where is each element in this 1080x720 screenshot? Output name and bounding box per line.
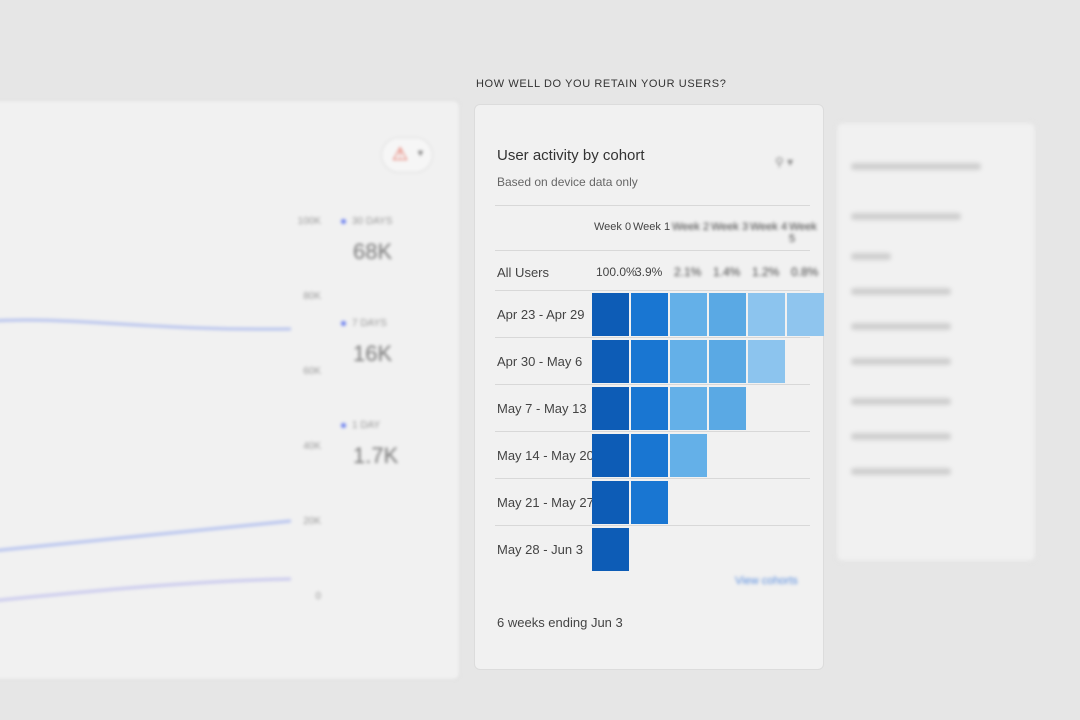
legend-label: 7 DAYS	[352, 318, 387, 329]
legend-dot	[341, 219, 346, 224]
cohort-cell[interactable]	[787, 293, 824, 336]
column-header: Week 2	[672, 221, 710, 233]
all-users-value: 3.9%	[635, 265, 663, 279]
cohort-cell[interactable]	[631, 293, 668, 336]
legend-item: 30 DAYS	[341, 216, 392, 227]
cohort-cell[interactable]	[592, 434, 629, 477]
series-line-7-days	[0, 519, 291, 552]
cohort-cell[interactable]	[631, 481, 668, 524]
cohort-row-label: Apr 23 - Apr 29	[497, 307, 585, 322]
cohort-row-label: May 14 - May 20	[497, 448, 594, 463]
column-header: Week 5	[789, 221, 817, 245]
section-title: HOW WELL DO YOU RETAIN YOUR USERS?	[476, 78, 727, 90]
cohort-cell[interactable]	[592, 481, 629, 524]
y-tick-label: 100K	[297, 216, 321, 227]
legend-dot	[341, 321, 346, 326]
cohort-row-label: May 28 - Jun 3	[497, 542, 583, 557]
all-users-value: 1.4%	[713, 265, 741, 279]
row-divider	[495, 525, 810, 526]
legend-label: 30 DAYS	[352, 216, 393, 227]
cohort-cell[interactable]	[709, 387, 746, 430]
y-tick-label: 20K	[303, 516, 321, 527]
y-tick-label: 0	[315, 591, 321, 602]
cohort-row-label: May 21 - May 27	[497, 495, 594, 510]
y-tick-label: 80K	[303, 291, 321, 302]
column-header: Week 3	[711, 221, 749, 233]
all-users-label: All Users	[497, 265, 550, 280]
row-divider	[495, 478, 810, 479]
cohort-card: User activity by cohort Based on device …	[474, 104, 824, 670]
row-divider	[495, 290, 810, 291]
y-tick-label: 60K	[303, 366, 321, 377]
cohort-cell[interactable]	[670, 387, 707, 430]
row-divider	[495, 337, 810, 338]
cohort-cell[interactable]	[670, 340, 707, 383]
row-divider	[495, 431, 810, 432]
series-line-30-days	[0, 318, 291, 331]
card-subtitle: Based on device data only	[497, 175, 638, 189]
cohort-cell[interactable]	[670, 293, 707, 336]
all-users-value: 100.0%	[596, 265, 637, 279]
cohort-row-label: May 7 - May 13	[497, 401, 587, 416]
legend-label: 1 DAY	[352, 420, 381, 431]
active-users-card: ⚠ ▼ 100K 80K 60K 40K 20K 0 30 DAYS 68K 7 DAYS 16…	[0, 100, 460, 680]
divider	[495, 205, 810, 206]
cohort-cell[interactable]	[709, 293, 746, 336]
cohort-cell[interactable]	[631, 387, 668, 430]
legend-value: 68K	[353, 239, 393, 264]
legend-dot	[341, 423, 346, 428]
row-divider	[495, 384, 810, 385]
date-range-footer: 6 weeks ending Jun 3	[497, 615, 623, 630]
side-card	[836, 122, 1036, 562]
legend-value: 16K	[353, 341, 393, 366]
warning-icon: ⚠	[392, 144, 409, 164]
active-users-chart	[0, 318, 291, 602]
all-users-value: 1.2%	[752, 265, 780, 279]
column-header: Week 4	[750, 221, 788, 233]
cohort-row-label: Apr 30 - May 6	[497, 354, 583, 369]
cohort-cell[interactable]	[748, 340, 785, 383]
cohort-cell[interactable]	[592, 387, 629, 430]
cohort-cell[interactable]	[631, 434, 668, 477]
card-title: User activity by cohort	[497, 147, 645, 164]
all-users-value: 0.8%	[791, 265, 819, 279]
column-header: Week 1	[633, 221, 671, 233]
cohort-cell[interactable]	[592, 293, 629, 336]
chevron-down-icon: ▼	[416, 148, 425, 158]
cohort-cell[interactable]	[631, 340, 668, 383]
column-header: Week 0	[594, 221, 632, 233]
legend-item: 7 DAYS	[341, 318, 387, 329]
all-users-value: 2.1%	[674, 265, 702, 279]
y-tick-label: 40K	[303, 441, 321, 452]
legend-value: 1.7K	[353, 443, 399, 468]
compare-button[interactable]: ⚲ ▾	[775, 155, 794, 169]
cohort-cell[interactable]	[670, 434, 707, 477]
cohort-cell[interactable]	[592, 528, 629, 571]
alert-button[interactable]: ⚠ ▼	[381, 137, 433, 173]
cohort-cell[interactable]	[709, 340, 746, 383]
series-line-1-day	[0, 577, 291, 602]
cohort-cell[interactable]	[748, 293, 785, 336]
legend-item: 1 DAY	[341, 420, 380, 431]
view-cohorts-link[interactable]: View cohorts	[735, 575, 798, 587]
cohort-cell[interactable]	[592, 340, 629, 383]
